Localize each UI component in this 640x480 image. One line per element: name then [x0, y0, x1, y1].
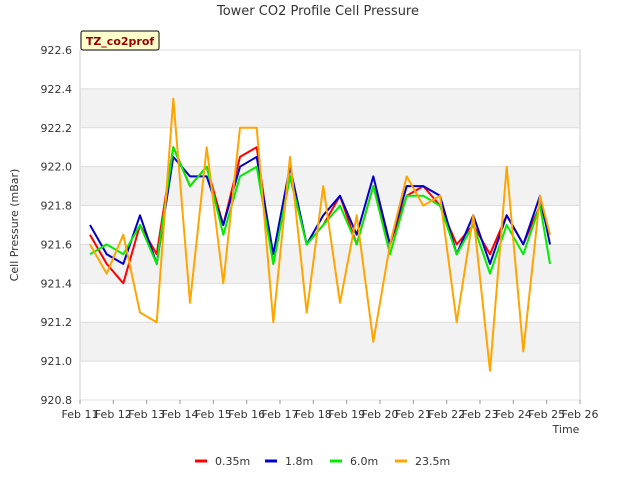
y-axis: 920.8 921.0 921.2 921.4 921.6 921.8 922.0 922.2… [41, 44, 73, 407]
chart-title: Tower CO2 Profile Cell Pressure [216, 4, 419, 19]
site-badge: TZ_co2prof [80, 30, 160, 51]
x-tick-label: Feb 22 [428, 408, 465, 421]
plot-band [80, 127, 580, 167]
x-tick-label: Feb 23 [462, 408, 499, 421]
legend: 0.35m 1.8m 6.0m 23.5m [195, 455, 450, 468]
series-line-23.5m [89, 97, 551, 372]
y-tick-label: 922.2 [41, 122, 73, 135]
legend-label: 23.5m [415, 455, 450, 468]
y-tick-label: 921.0 [41, 355, 73, 368]
y-tick-label: 921.6 [41, 238, 73, 251]
x-tick-label: Feb 25 [528, 408, 565, 421]
y-tick-label: 921.2 [41, 316, 73, 329]
y-tick-label: 921.8 [41, 200, 73, 213]
plot-band [80, 50, 580, 89]
y-tick-label: 920.8 [41, 394, 73, 407]
legend-label: 1.8m [285, 455, 313, 468]
site-badge-text: TZ_co2prof [86, 35, 155, 48]
x-tick-label: Feb 18 [295, 408, 332, 421]
x-tick-label: Feb 20 [362, 408, 399, 421]
y-tick-label: 921.4 [41, 277, 73, 290]
plot-band [80, 88, 580, 128]
plot-band [80, 166, 580, 206]
x-axis-title: Time [552, 423, 580, 436]
x-tick-label: Feb 21 [395, 408, 432, 421]
y-axis-title: Cell Pressure (mBar) [8, 169, 21, 282]
x-tick-label: Feb 12 [95, 408, 132, 421]
x-tick-label: Feb 19 [328, 408, 365, 421]
site-badge-box [80, 30, 160, 51]
plot-band [80, 361, 580, 400]
x-tick-label: Feb 16 [228, 408, 265, 421]
x-tick-label: Feb 17 [262, 408, 299, 421]
y-tick-label: 922.4 [41, 83, 73, 96]
y-tick-label: 922.6 [41, 44, 73, 57]
series-lines [89, 97, 551, 372]
x-tick-label: Feb 15 [195, 408, 232, 421]
x-tick-label: Feb 13 [128, 408, 165, 421]
legend-label: 0.35m [215, 455, 250, 468]
x-tick-label: Feb 14 [162, 408, 199, 421]
plot-band [80, 244, 580, 284]
plot-band [80, 283, 580, 323]
legend-label: 6.0m [350, 455, 378, 468]
grid [80, 49, 580, 401]
y-tick-label: 922.0 [41, 161, 73, 174]
x-tick-label: Feb 24 [495, 408, 532, 421]
plot-band [80, 322, 580, 362]
x-tick-label: Feb 11 [62, 408, 99, 421]
x-tick-label: Feb 26 [562, 408, 599, 421]
plot-background [79, 49, 581, 401]
